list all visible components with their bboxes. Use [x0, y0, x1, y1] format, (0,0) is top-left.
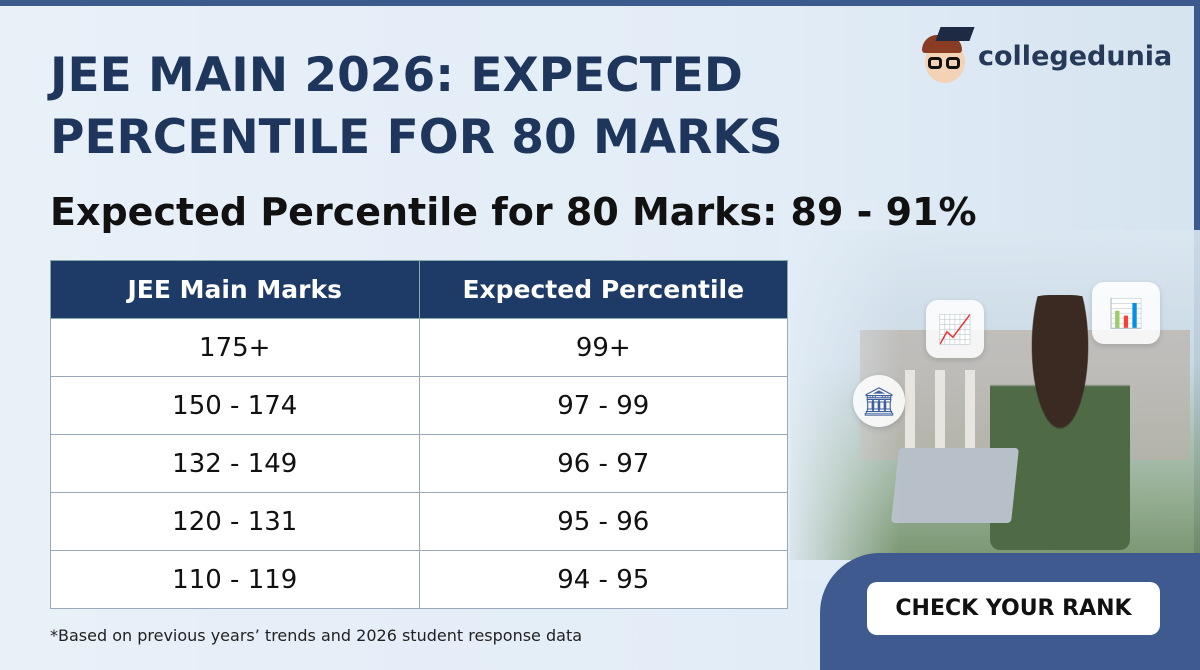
growth-chart-icon: 📈: [926, 300, 984, 358]
table-row: 120 - 131 95 - 96: [50, 492, 788, 551]
check-rank-button[interactable]: CHECK YOUR RANK: [867, 582, 1160, 635]
school-icon: 🏛: [853, 375, 905, 427]
mascot-icon: [920, 27, 975, 85]
percentile-cell: 96 - 97: [418, 434, 788, 493]
percentile-cell: 94 - 95: [418, 550, 788, 609]
laptop-photo: [891, 448, 1019, 523]
percentile-table: JEE Main Marks Expected Percentile 175+ 9…: [50, 260, 788, 609]
marks-cell: 110 - 119: [50, 550, 420, 609]
subtitle: Expected Percentile for 80 Marks: 89 - 9…: [50, 190, 977, 234]
logo-text: collegedunia: [978, 40, 1173, 72]
bar-chart-icon: 📊: [1092, 282, 1160, 344]
pillar: [965, 370, 975, 460]
table-row: 110 - 119 94 - 95: [50, 550, 788, 609]
collegedunia-logo[interactable]: collegedunia: [920, 27, 1172, 85]
header-percentile: Expected Percentile: [418, 260, 788, 319]
percentile-cell: 97 - 99: [418, 376, 788, 435]
footnote: *Based on previous years’ trends and 202…: [50, 626, 583, 645]
table-row: 150 - 174 97 - 99: [50, 376, 788, 435]
table-row: 132 - 149 96 - 97: [50, 434, 788, 493]
marks-cell: 132 - 149: [50, 434, 420, 493]
percentile-cell: 95 - 96: [418, 492, 788, 551]
marks-cell: 120 - 131: [50, 492, 420, 551]
marks-cell: 175+: [50, 318, 420, 377]
pillar: [905, 370, 915, 460]
marks-cell: 150 - 174: [50, 376, 420, 435]
page-title: JEE MAIN 2026: EXPECTED PERCENTILE FOR 80…: [50, 48, 783, 165]
pillar: [935, 370, 945, 460]
table-row: 175+ 99+: [50, 318, 788, 377]
table-header: JEE Main Marks Expected Percentile: [50, 260, 788, 319]
header-marks: JEE Main Marks: [50, 260, 420, 319]
percentile-cell: 99+: [418, 318, 788, 377]
